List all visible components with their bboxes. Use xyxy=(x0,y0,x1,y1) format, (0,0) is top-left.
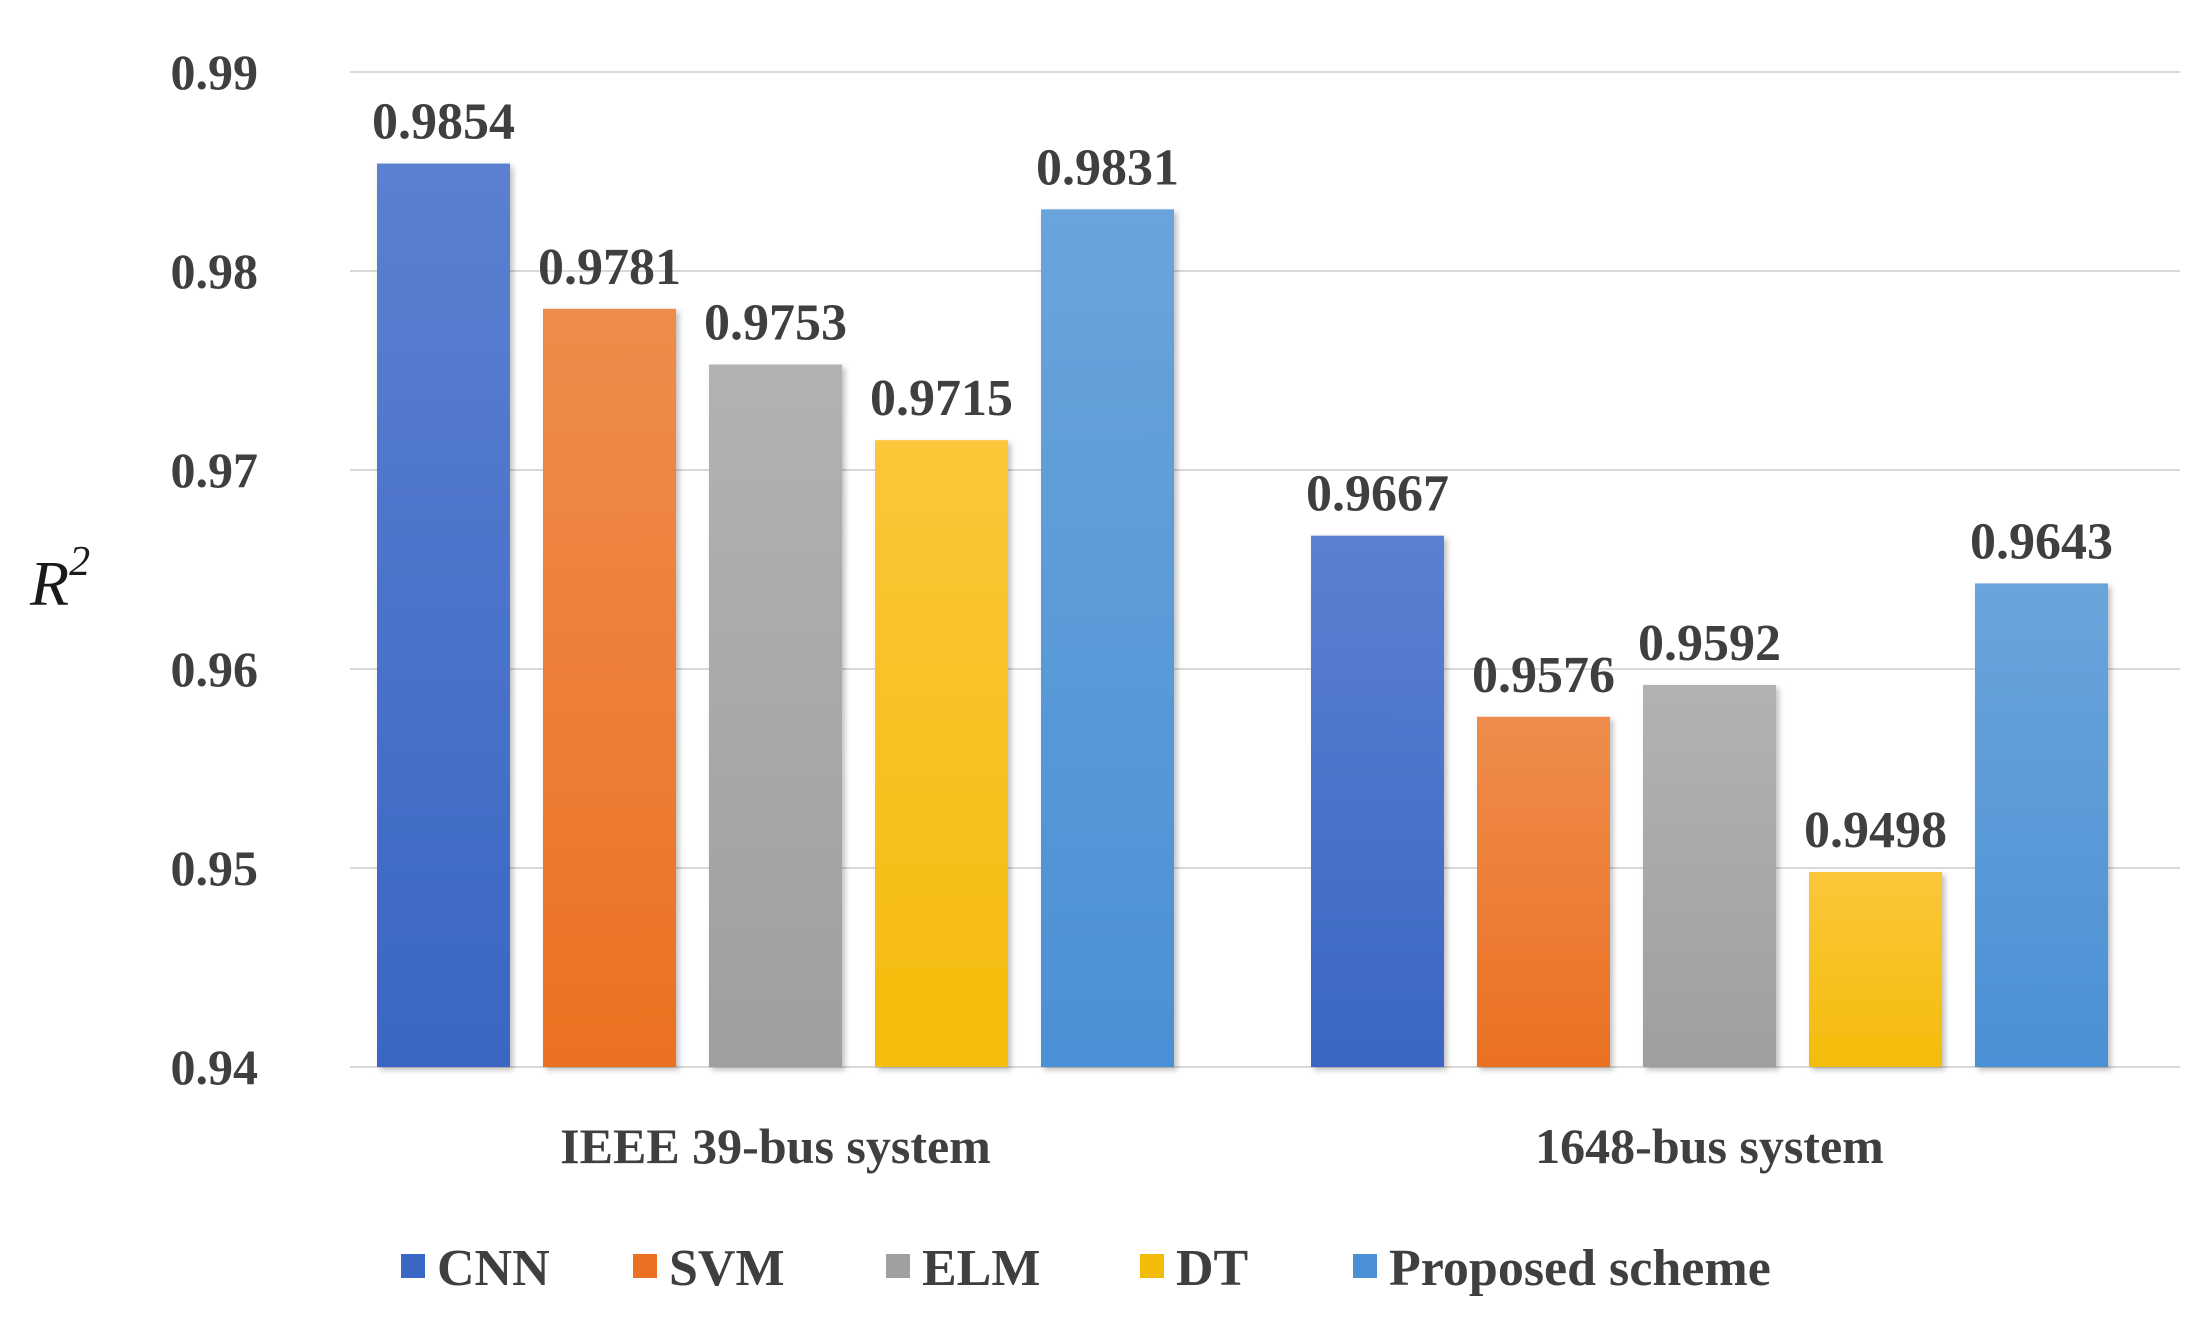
bar-cnn-bus1648 xyxy=(1311,535,1444,1067)
value-label: 0.9781 xyxy=(538,239,681,296)
y-tick-label: 0.99 xyxy=(171,44,259,100)
legend-label: SVM xyxy=(669,1240,785,1297)
legend-swatch xyxy=(401,1254,425,1278)
value-label: 0.9854 xyxy=(372,94,515,151)
bar-proposed-scheme-bus1648 xyxy=(1975,583,2108,1067)
bar-cnn-ieee39 xyxy=(377,163,510,1068)
legend: CNN SVM ELM DT Proposed scheme xyxy=(401,1240,1771,1297)
bar-dt-bus1648 xyxy=(1809,871,1942,1067)
value-label: 0.9498 xyxy=(1804,802,1947,859)
legend-label: ELM xyxy=(922,1240,1040,1297)
y-axis-ticks: 0.94 0.95 0.96 0.97 0.98 0.99 xyxy=(171,44,259,1095)
category-label: IEEE 39-bus system xyxy=(560,1118,991,1174)
value-label: 0.9667 xyxy=(1306,466,1449,523)
y-axis-label: R2 xyxy=(29,539,90,619)
value-label: 0.9715 xyxy=(870,370,1013,427)
value-label: 0.9643 xyxy=(1970,513,2113,570)
bars xyxy=(377,163,2108,1068)
legend-label: CNN xyxy=(437,1240,550,1297)
value-label: 0.9753 xyxy=(704,295,847,352)
legend-swatch xyxy=(633,1254,657,1278)
x-axis-categories: IEEE 39-bus system 1648-bus system xyxy=(560,1118,1884,1174)
y-tick-label: 0.98 xyxy=(171,243,259,299)
legend-swatch xyxy=(1353,1254,1377,1278)
y-tick-label: 0.94 xyxy=(171,1039,259,1095)
legend-label: Proposed scheme xyxy=(1389,1240,1771,1297)
y-tick-label: 0.96 xyxy=(171,641,259,697)
legend-swatch xyxy=(1140,1254,1164,1278)
bar-proposed-scheme-ieee39 xyxy=(1041,209,1174,1067)
bar-elm-ieee39 xyxy=(709,364,842,1067)
bar-svm-bus1648 xyxy=(1477,716,1610,1067)
legend-label: DT xyxy=(1176,1240,1248,1297)
bar-dt-ieee39 xyxy=(875,440,1008,1067)
legend-swatch xyxy=(886,1254,910,1278)
category-label: 1648-bus system xyxy=(1535,1118,1884,1174)
y-tick-label: 0.95 xyxy=(171,840,259,896)
value-labels: 0.9854 0.9781 0.9753 0.9715 0.9831 0.9667 0.95… xyxy=(372,94,2113,859)
value-label: 0.9576 xyxy=(1472,647,1615,704)
value-label: 0.9592 xyxy=(1638,615,1781,672)
bar-elm-bus1648 xyxy=(1643,684,1776,1067)
value-label: 0.9831 xyxy=(1036,139,1179,196)
bar-svm-ieee39 xyxy=(543,308,676,1067)
y-tick-label: 0.97 xyxy=(171,442,259,498)
